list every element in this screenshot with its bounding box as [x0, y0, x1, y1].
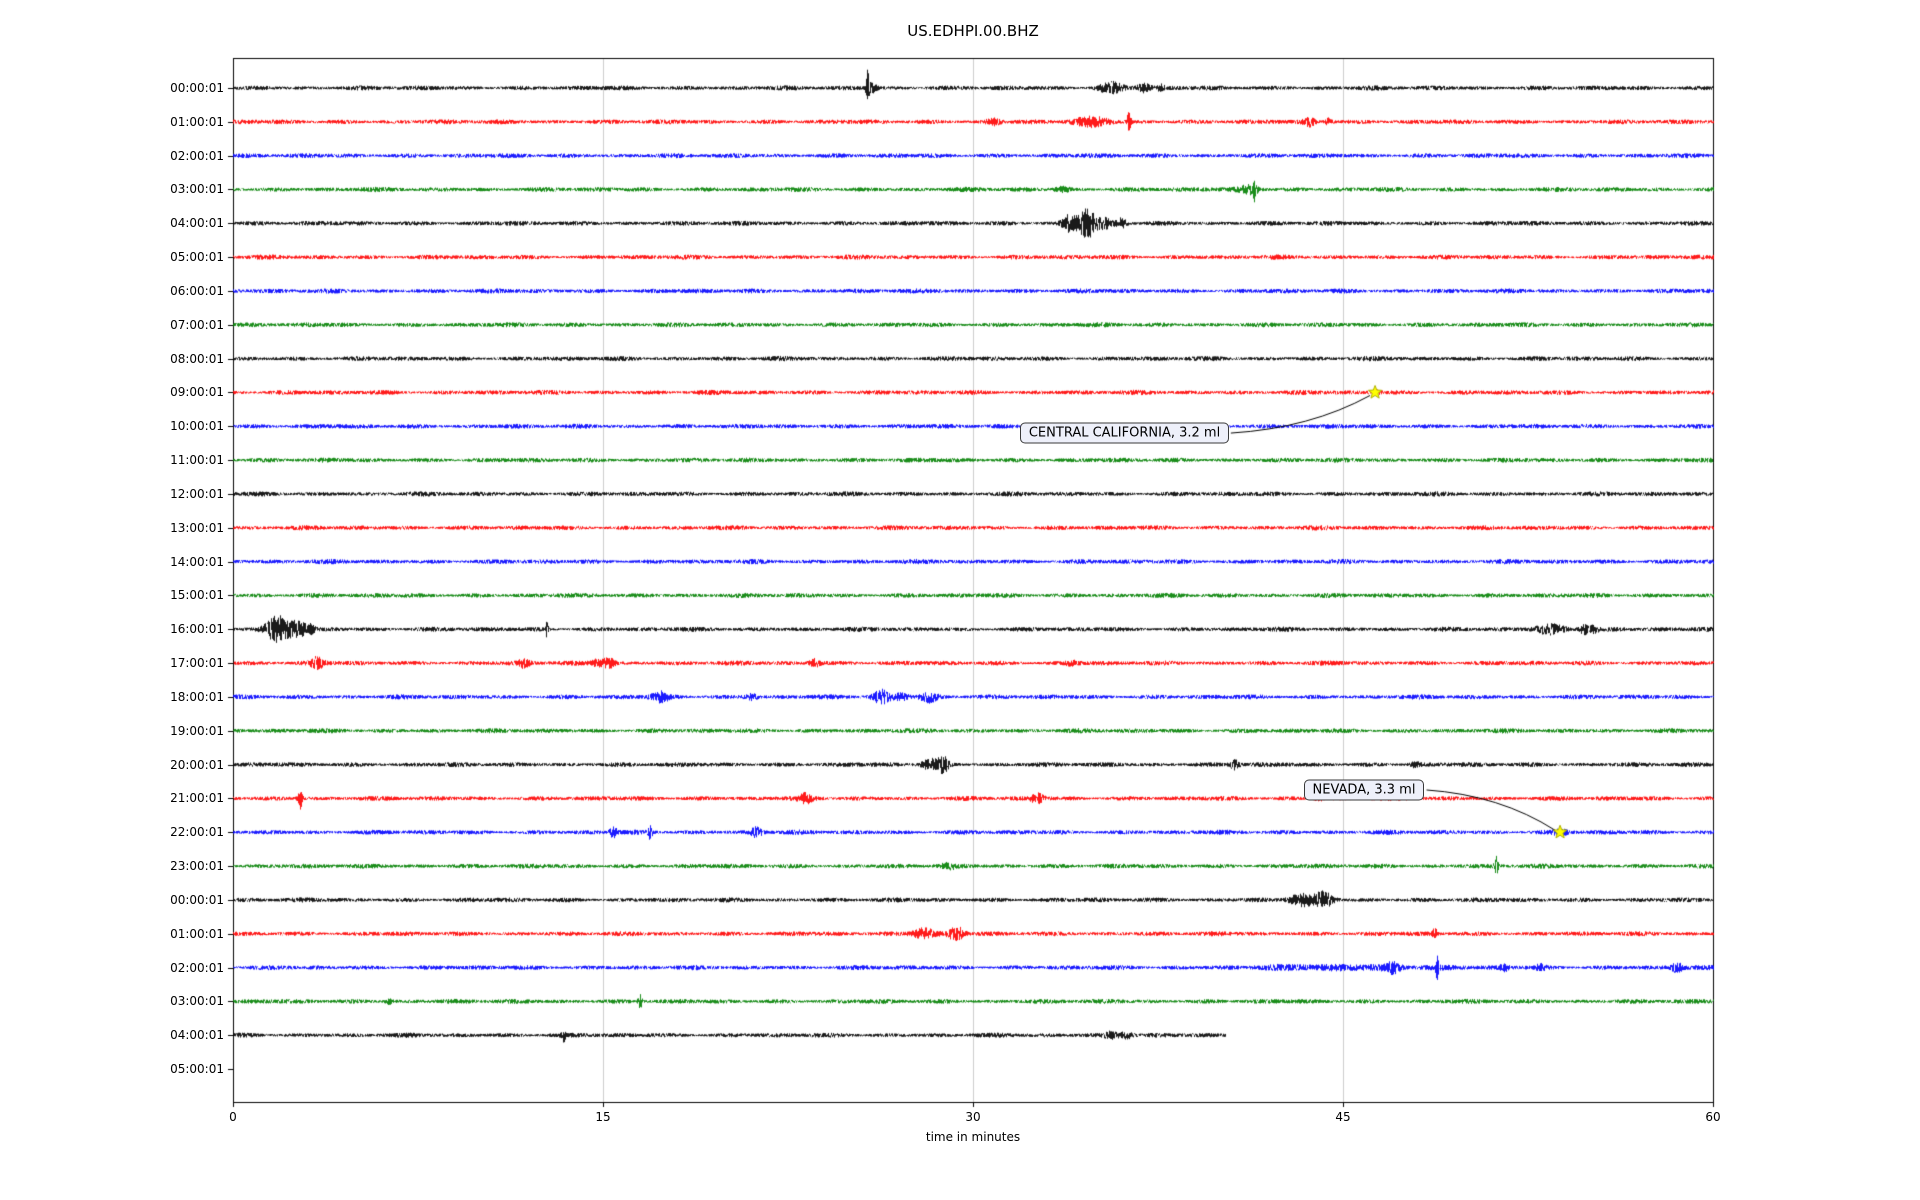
y-axis-label: 01:00:01: [170, 114, 224, 129]
y-axis-label: 19:00:01: [170, 723, 224, 738]
y-axis-label: 04:00:01: [170, 216, 224, 231]
y-axis-label: 17:00:01: [170, 656, 224, 671]
y-axis-label: 20:00:01: [170, 757, 224, 772]
chart-title: US.EDHPI.00.BHZ: [907, 22, 1039, 40]
y-axis-label: 06:00:01: [170, 283, 224, 298]
y-axis-label: 16:00:01: [170, 622, 224, 637]
y-axis-label: 00:00:01: [170, 892, 224, 907]
x-tick-label: 15: [595, 1110, 611, 1124]
y-axis-label: 01:00:01: [170, 926, 224, 941]
y-axis-label: 11:00:01: [170, 453, 224, 468]
y-axis-label: 09:00:01: [170, 385, 224, 400]
y-axis-label: 21:00:01: [170, 791, 224, 806]
y-axis-label: 05:00:01: [170, 1062, 224, 1077]
y-axis-label: 07:00:01: [170, 317, 224, 332]
y-axis-label: 14:00:01: [170, 554, 224, 569]
y-axis-label: 05:00:01: [170, 250, 224, 265]
y-axis-label: 12:00:01: [170, 486, 224, 501]
y-axis-label: 02:00:01: [170, 148, 224, 163]
event-annotation-central-california: CENTRAL CALIFORNIA, 3.2 ml: [1019, 422, 1230, 444]
y-axis-label: 08:00:01: [170, 351, 224, 366]
x-tick-label: 45: [1335, 1110, 1351, 1124]
y-axis-label: 04:00:01: [170, 1028, 224, 1043]
y-axis-label: 00:00:01: [170, 81, 224, 95]
y-axis-label: 23:00:01: [170, 859, 224, 874]
x-axis-label: time in minutes: [925, 1130, 1021, 1144]
y-axis-label: 15:00:01: [170, 588, 224, 603]
event-annotation-nevada: NEVADA, 3.3 ml: [1303, 779, 1425, 801]
y-axis-label: 22:00:01: [170, 825, 224, 840]
y-axis-label: 13:00:01: [170, 520, 224, 535]
y-axis-label: 03:00:01: [170, 182, 224, 197]
y-axis-label: 10:00:01: [170, 419, 224, 434]
x-tick-label: 30: [965, 1110, 981, 1124]
x-tick-label: 60: [1705, 1110, 1721, 1124]
y-axis-label: 18:00:01: [170, 689, 224, 704]
y-axis-label: 02:00:01: [170, 960, 224, 975]
y-axis-label: 03:00:01: [170, 994, 224, 1009]
x-tick-label: 0: [229, 1110, 237, 1124]
